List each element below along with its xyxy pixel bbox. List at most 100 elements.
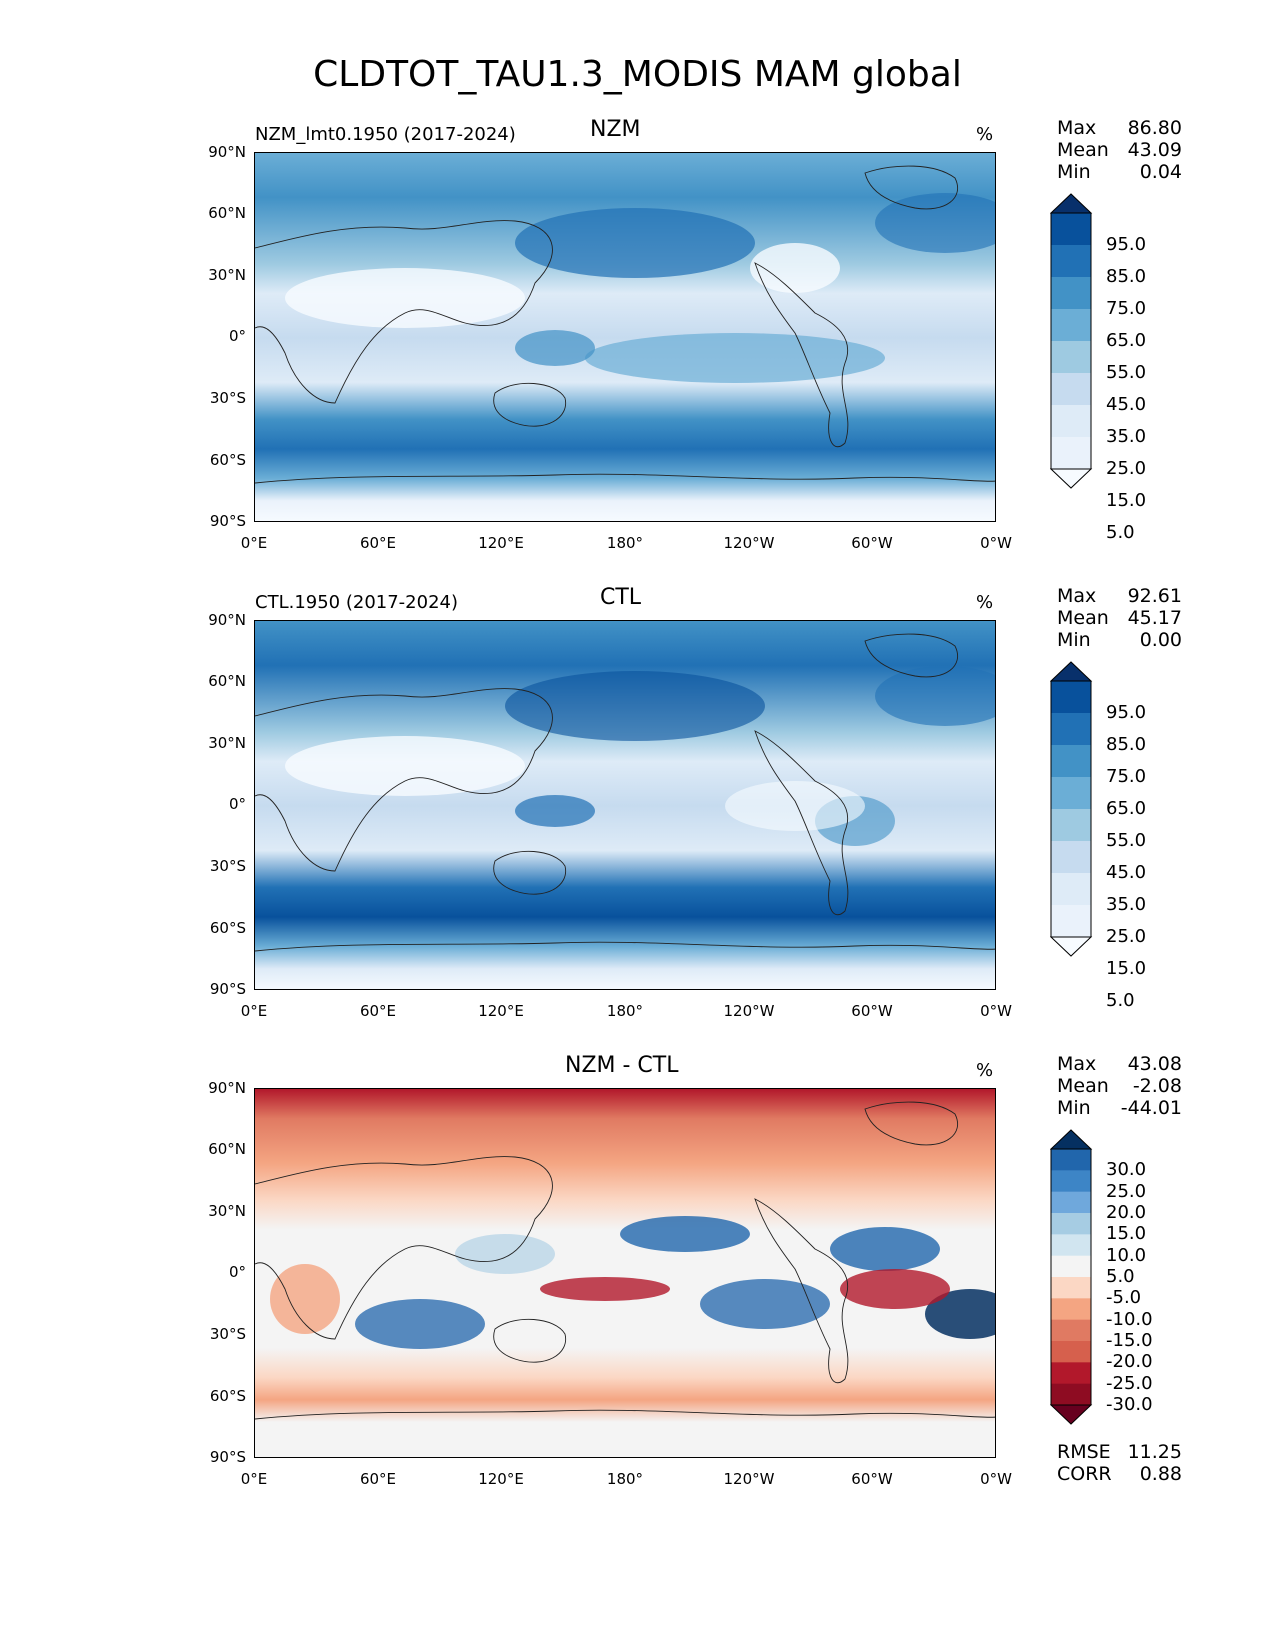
lat-label: 60°N bbox=[208, 672, 246, 690]
colorbar-segment bbox=[1051, 341, 1091, 374]
colorbar-tick-label: 85.0 bbox=[1106, 266, 1147, 287]
colorbar-segment bbox=[1051, 1319, 1091, 1342]
rmse-value: 11.25 bbox=[1127, 1441, 1182, 1463]
lon-label: 60°E bbox=[359, 1470, 397, 1488]
lon-label: 180° bbox=[606, 1470, 644, 1488]
stat-max: 43.08 bbox=[1127, 1053, 1182, 1075]
colorbar-segment bbox=[1051, 1191, 1091, 1214]
colorbar-tick-label: 25.0 bbox=[1106, 458, 1147, 479]
lon-label: 120°W bbox=[723, 1002, 775, 1020]
colorbar-extend-top bbox=[1050, 1129, 1093, 1150]
colorbar-segment bbox=[1051, 777, 1091, 810]
colorbar-segment bbox=[1051, 841, 1091, 874]
colorbar-tick-label: 95.0 bbox=[1106, 702, 1147, 723]
colorbar-segment bbox=[1051, 1341, 1091, 1363]
figure-title: CLDTOT_TAU1.3_MODIS MAM global bbox=[313, 54, 962, 95]
lon-label: 120°E bbox=[478, 1470, 524, 1488]
colorbar-tick-label: 10.0 bbox=[1106, 1244, 1147, 1266]
colorbar-segment bbox=[1051, 1149, 1091, 1171]
colorbar bbox=[1050, 661, 1093, 957]
stat-label: Max bbox=[1057, 585, 1097, 607]
lon-label: 60°E bbox=[359, 534, 397, 552]
panel-title: CTL bbox=[600, 585, 642, 610]
lat-label: 60°S bbox=[209, 451, 246, 469]
lon-label: 120°E bbox=[478, 534, 524, 552]
colorbar-tick-label: 30.0 bbox=[1106, 1159, 1147, 1181]
colorbar-tick-label: 65.0 bbox=[1106, 330, 1147, 351]
stat-mean: -2.08 bbox=[1132, 1075, 1182, 1097]
colorbar-frame bbox=[1050, 212, 1092, 470]
panel-title: NZM - CTL bbox=[565, 1053, 679, 1078]
stat-label: Min bbox=[1057, 161, 1091, 183]
colorbar-tick-label: -25.0 bbox=[1106, 1372, 1153, 1394]
lat-label: 0° bbox=[228, 1263, 246, 1281]
stats-box: Max 43.08 Mean -2.08 Min -44.01 bbox=[1057, 1053, 1182, 1119]
colorbar-tick-label: -10.0 bbox=[1106, 1308, 1153, 1330]
lon-label: 0°W bbox=[980, 1002, 1012, 1020]
lon-label: 0°E bbox=[240, 534, 268, 552]
lon-label: 0°W bbox=[980, 1470, 1012, 1488]
colorbar-tick-label: 55.0 bbox=[1106, 830, 1147, 851]
colorbar-segment bbox=[1051, 1362, 1091, 1385]
colorbar-segment bbox=[1051, 1234, 1091, 1257]
lon-label: 60°W bbox=[851, 1002, 893, 1020]
lon-label: 0°E bbox=[240, 1002, 268, 1020]
lat-label: 30°N bbox=[208, 734, 246, 752]
panel-nzm: NZM_lmt0.1950 (2017-2024) NZM % bbox=[0, 0, 1275, 552]
lat-label: 60°N bbox=[208, 1140, 246, 1158]
lat-label: 90°N bbox=[208, 143, 246, 161]
lon-label: 120°E bbox=[478, 1002, 524, 1020]
stat-label: Min bbox=[1057, 1097, 1091, 1119]
colorbar-segment bbox=[1051, 437, 1091, 470]
lon-label: 60°E bbox=[359, 1002, 397, 1020]
colorbar-tick-label: 95.0 bbox=[1106, 234, 1147, 255]
corr-value: 0.88 bbox=[1139, 1463, 1182, 1485]
units-label: % bbox=[976, 592, 994, 613]
stat-min: 0.04 bbox=[1139, 161, 1182, 183]
stat-label: Mean bbox=[1057, 139, 1109, 161]
colorbar-tick-label: 20.0 bbox=[1106, 1202, 1147, 1223]
colorbar-segment bbox=[1051, 745, 1091, 778]
lat-label: 60°S bbox=[209, 1387, 246, 1405]
cloud-field-map bbox=[255, 153, 995, 521]
colorbar-segment bbox=[1051, 309, 1091, 342]
colorbar-segment bbox=[1051, 1255, 1091, 1278]
lon-label: 120°W bbox=[723, 534, 775, 552]
stat-label: Mean bbox=[1057, 1075, 1109, 1097]
colorbar-tick-label: 45.0 bbox=[1106, 394, 1147, 415]
colorbar-tick-label: 5.0 bbox=[1106, 522, 1135, 543]
lon-label: 60°W bbox=[851, 1470, 893, 1488]
stats-box: Max 86.80 Mean 43.09 Min 0.04 bbox=[1057, 117, 1182, 183]
panel-subtitle: CTL.1950 (2017-2024) bbox=[255, 592, 459, 613]
lat-label: 60°S bbox=[209, 919, 246, 937]
lat-label: 90°S bbox=[209, 1448, 246, 1466]
lat-label: 90°S bbox=[209, 980, 246, 998]
colorbar-tick-label: 5.0 bbox=[1106, 1266, 1135, 1287]
colorbar-tick-label: 15.0 bbox=[1106, 958, 1147, 979]
rmse-label: RMSE bbox=[1057, 1441, 1111, 1463]
lat-label: 60°N bbox=[208, 204, 246, 222]
lat-label: 0° bbox=[228, 795, 246, 813]
map-diff bbox=[254, 1088, 996, 1458]
stat-mean: 45.17 bbox=[1127, 607, 1182, 629]
units-label: % bbox=[976, 124, 994, 145]
coastlines bbox=[255, 633, 995, 952]
panel-title: NZM bbox=[590, 117, 641, 142]
lat-label: 0° bbox=[228, 327, 246, 345]
map-ctl bbox=[254, 620, 996, 990]
colorbar-segment bbox=[1051, 905, 1091, 938]
colorbar-frame bbox=[1050, 680, 1092, 938]
colorbar-segment bbox=[1051, 1170, 1091, 1193]
panel-diff: NZM - CTL % bbox=[0, 936, 1275, 1488]
stat-mean: 43.09 bbox=[1127, 139, 1182, 161]
stat-label: Min bbox=[1057, 629, 1091, 651]
colorbar-segment bbox=[1051, 809, 1091, 842]
colorbar-segment bbox=[1051, 713, 1091, 746]
panel-ctl: CTL.1950 (2017-2024) CTL % bbox=[0, 468, 1275, 1020]
lon-label: 60°W bbox=[851, 534, 893, 552]
units-label: % bbox=[976, 1060, 994, 1081]
colorbar-tick-label: 75.0 bbox=[1106, 298, 1147, 319]
colorbar-segment bbox=[1051, 873, 1091, 906]
colorbar bbox=[1050, 1129, 1093, 1425]
lat-label: 90°S bbox=[209, 512, 246, 530]
